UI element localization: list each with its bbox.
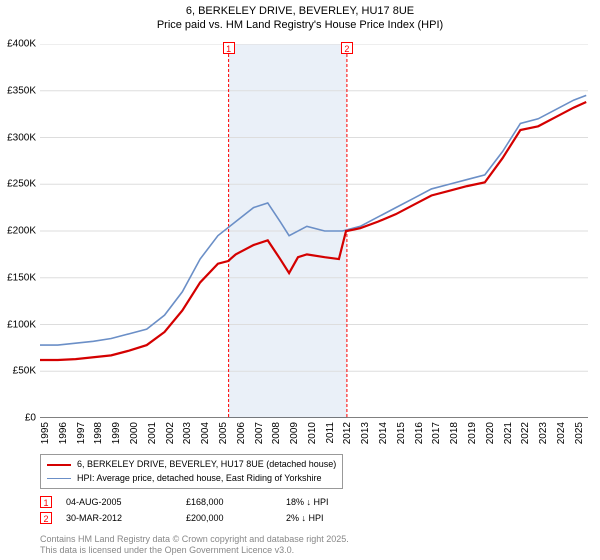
y-tick-label: £100K — [7, 319, 36, 330]
x-tick-label: 2018 — [449, 422, 460, 444]
title-block: 6, BERKELEY DRIVE, BEVERLEY, HU17 8UE Pr… — [0, 0, 600, 33]
legend: 6, BERKELEY DRIVE, BEVERLEY, HU17 8UE (d… — [40, 454, 343, 489]
x-tick-label: 2015 — [396, 422, 407, 444]
sales-row: 2 30-MAR-2012£200,0002% ↓ HPI — [40, 510, 366, 526]
x-tick-label: 1998 — [93, 422, 104, 444]
sales-marker: 1 — [40, 496, 52, 508]
sales-delta: 18% ↓ HPI — [286, 497, 366, 507]
legend-swatch — [47, 478, 71, 479]
legend-row: 6, BERKELEY DRIVE, BEVERLEY, HU17 8UE (d… — [47, 458, 336, 472]
y-tick-label: £300K — [7, 132, 36, 143]
y-tick-label: £150K — [7, 272, 36, 283]
sales-date: 30-MAR-2012 — [66, 513, 186, 523]
x-tick-label: 2025 — [574, 422, 585, 444]
x-tick-label: 2006 — [236, 422, 247, 444]
sales-row: 1 04-AUG-2005£168,00018% ↓ HPI — [40, 494, 366, 510]
footer: Contains HM Land Registry data © Crown c… — [40, 534, 349, 556]
legend-swatch — [47, 464, 71, 466]
sales-table: 1 04-AUG-2005£168,00018% ↓ HPI 2 30-MAR-201… — [40, 494, 366, 526]
x-tick-label: 2007 — [254, 422, 265, 444]
x-tick-label: 2022 — [520, 422, 531, 444]
y-tick-label: £400K — [7, 39, 36, 50]
footer-line2: This data is licensed under the Open Gov… — [40, 545, 349, 556]
x-tick-label: 2023 — [538, 422, 549, 444]
y-tick-label: £250K — [7, 179, 36, 190]
x-tick-label: 2009 — [289, 422, 300, 444]
x-tick-label: 2017 — [431, 422, 442, 444]
legend-row: HPI: Average price, detached house, East… — [47, 472, 336, 486]
sale-marker-1: 1 — [223, 42, 235, 54]
x-tick-label: 1997 — [76, 422, 87, 444]
sales-delta: 2% ↓ HPI — [286, 513, 366, 523]
x-tick-label: 2019 — [467, 422, 478, 444]
legend-label: 6, BERKELEY DRIVE, BEVERLEY, HU17 8UE (d… — [77, 458, 336, 472]
y-tick-label: £350K — [7, 85, 36, 96]
x-tick-label: 2010 — [307, 422, 318, 444]
sales-marker: 2 — [40, 512, 52, 524]
chart-svg — [40, 44, 588, 418]
x-tick-label: 2003 — [182, 422, 193, 444]
x-tick-label: 2013 — [360, 422, 371, 444]
y-tick-label: £0 — [25, 413, 36, 424]
title-line1: 6, BERKELEY DRIVE, BEVERLEY, HU17 8UE — [0, 4, 600, 18]
x-tick-label: 1995 — [40, 422, 51, 444]
x-tick-label: 2016 — [414, 422, 425, 444]
x-tick-label: 2014 — [378, 422, 389, 444]
title-line2: Price paid vs. HM Land Registry's House … — [0, 18, 600, 32]
chart-container: 6, BERKELEY DRIVE, BEVERLEY, HU17 8UE Pr… — [0, 0, 600, 560]
x-tick-label: 2024 — [556, 422, 567, 444]
x-tick-label: 2021 — [503, 422, 514, 444]
y-tick-label: £50K — [13, 366, 36, 377]
x-tick-label: 2008 — [271, 422, 282, 444]
x-tick-label: 2004 — [200, 422, 211, 444]
sale-marker-2: 2 — [341, 42, 353, 54]
x-tick-label: 1996 — [58, 422, 69, 444]
x-tick-label: 2012 — [342, 422, 353, 444]
x-tick-label: 2020 — [485, 422, 496, 444]
sales-price: £200,000 — [186, 513, 286, 523]
chart-area: £0£50K£100K£150K£200K£250K£300K£350K£400… — [40, 44, 588, 418]
x-tick-label: 2002 — [165, 422, 176, 444]
x-tick-label: 2011 — [325, 422, 336, 444]
x-tick-label: 2001 — [147, 422, 158, 444]
legend-label: HPI: Average price, detached house, East… — [77, 472, 322, 486]
sales-price: £168,000 — [186, 497, 286, 507]
x-tick-label: 2000 — [129, 422, 140, 444]
y-tick-label: £200K — [7, 226, 36, 237]
x-tick-label: 2005 — [218, 422, 229, 444]
x-tick-label: 1999 — [111, 422, 122, 444]
sales-date: 04-AUG-2005 — [66, 497, 186, 507]
footer-line1: Contains HM Land Registry data © Crown c… — [40, 534, 349, 545]
